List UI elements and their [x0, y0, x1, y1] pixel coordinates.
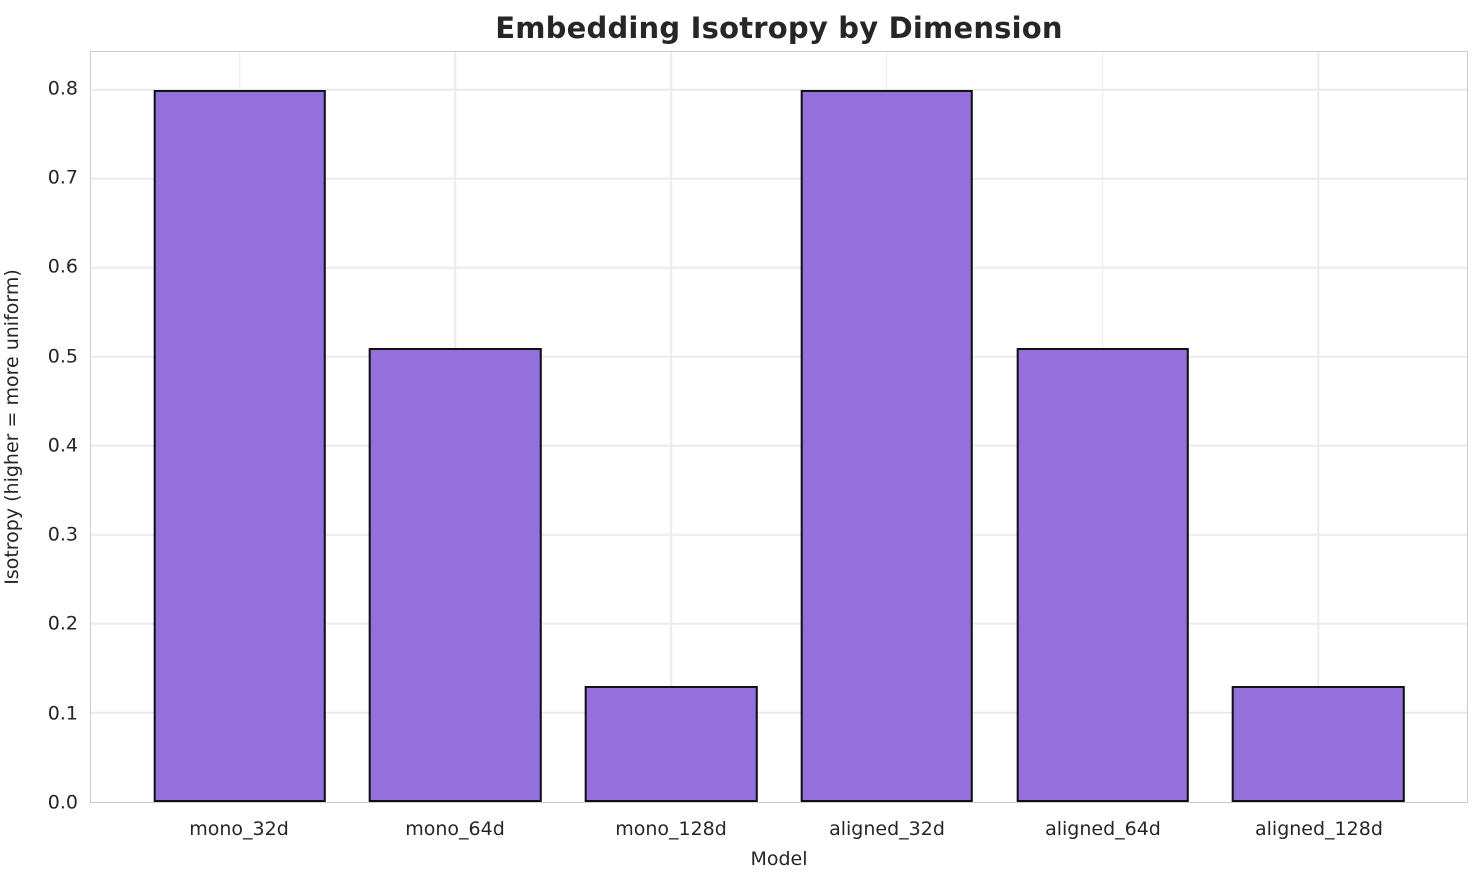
- bar: [153, 89, 327, 802]
- y-axis-label: Isotropy (higher = more uniform): [1, 269, 23, 585]
- y-gridline: [91, 356, 1467, 358]
- y-tick-label: 0.0: [47, 791, 78, 814]
- y-tick-label: 0.2: [47, 612, 78, 635]
- y-tick-label: 0.3: [47, 523, 78, 546]
- bar: [800, 89, 974, 802]
- y-tick-label: 0.8: [47, 77, 78, 100]
- x-axis-label: Model: [750, 848, 808, 870]
- y-gridline: [91, 623, 1467, 625]
- bar: [369, 348, 542, 802]
- bar: [1231, 686, 1405, 802]
- x-gridline: [670, 52, 672, 802]
- y-tick-label: 0.5: [47, 345, 78, 368]
- y-gridline: [91, 267, 1467, 269]
- bar: [584, 686, 758, 802]
- y-gridline: [91, 712, 1467, 714]
- y-gridline: [91, 534, 1467, 536]
- y-tick-label: 0.7: [47, 166, 78, 189]
- plot-area: [90, 51, 1468, 803]
- bar: [1016, 348, 1189, 802]
- x-tick-label: aligned_64d: [1045, 818, 1161, 840]
- chart-title: Embedding Isotropy by Dimension: [495, 11, 1063, 45]
- y-gridline: [91, 89, 1467, 91]
- x-gridline: [1317, 52, 1319, 802]
- y-gridline: [91, 445, 1467, 447]
- x-tick-label: aligned_128d: [1255, 818, 1383, 840]
- x-tick-label: mono_64d: [405, 818, 505, 840]
- x-tick-label: aligned_32d: [829, 818, 945, 840]
- x-tick-label: mono_128d: [615, 818, 727, 840]
- x-tick-label: mono_32d: [189, 818, 289, 840]
- y-tick-label: 0.6: [47, 255, 78, 278]
- y-tick-label: 0.1: [47, 702, 78, 725]
- y-tick-label: 0.4: [47, 434, 78, 457]
- y-gridline: [91, 178, 1467, 180]
